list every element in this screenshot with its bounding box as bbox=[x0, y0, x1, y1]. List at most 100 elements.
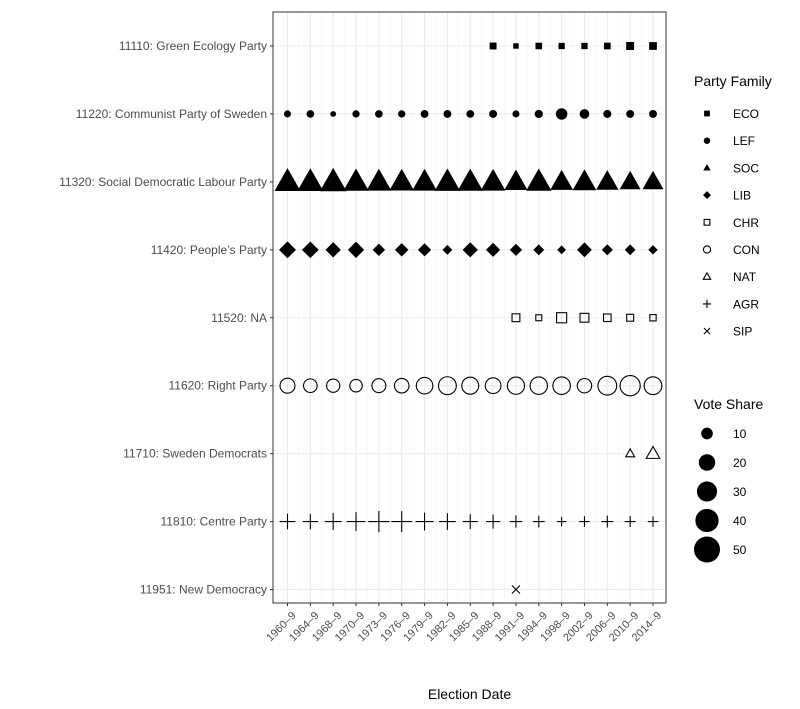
data-point bbox=[556, 516, 567, 527]
y-axis-labels: 11110: Green Ecology Party 11220: Communi… bbox=[59, 39, 273, 597]
legend-size-label: 30 bbox=[733, 485, 747, 499]
data-point bbox=[626, 313, 635, 322]
data-point bbox=[603, 109, 612, 118]
data-point bbox=[462, 514, 478, 530]
data-point bbox=[437, 376, 457, 396]
data-point bbox=[442, 244, 453, 255]
data-point bbox=[624, 447, 636, 458]
data-point bbox=[343, 168, 369, 191]
data-point bbox=[647, 516, 659, 527]
legend-key-nat bbox=[702, 271, 712, 280]
data-point bbox=[649, 109, 657, 118]
data-point bbox=[649, 314, 657, 322]
data-point bbox=[457, 168, 483, 191]
data-point bbox=[572, 169, 597, 191]
y-tick-label: 11620: Right Party bbox=[168, 379, 267, 393]
data-point bbox=[398, 110, 406, 118]
data-point bbox=[346, 512, 366, 531]
data-point bbox=[624, 244, 636, 256]
legend-size-label: 20 bbox=[733, 456, 747, 470]
data-point bbox=[509, 243, 523, 256]
data-point bbox=[602, 313, 612, 323]
data-point bbox=[504, 169, 528, 191]
legend-label: CON bbox=[733, 243, 760, 257]
x-axis-title: Election Date bbox=[428, 686, 511, 702]
data-point bbox=[319, 167, 347, 192]
data-point bbox=[532, 515, 545, 528]
data-point bbox=[601, 244, 613, 256]
legend-size-label: 40 bbox=[733, 514, 747, 528]
y-tick-label: 11110: Green Ecology Party bbox=[119, 39, 267, 53]
data-point bbox=[533, 244, 545, 256]
data-point bbox=[389, 168, 415, 191]
y-tick-label: 11710: Sweden Democrats bbox=[123, 447, 267, 461]
data-point bbox=[626, 42, 635, 50]
legend-key-eco bbox=[704, 110, 710, 117]
data-point bbox=[550, 169, 573, 190]
data-point bbox=[326, 378, 341, 393]
legend-size-key bbox=[701, 427, 713, 440]
data-point bbox=[576, 377, 593, 394]
data-point bbox=[511, 585, 521, 594]
data-point bbox=[325, 242, 341, 258]
data-point bbox=[509, 515, 523, 528]
data-point bbox=[302, 378, 318, 394]
data-point bbox=[302, 513, 319, 530]
data-point bbox=[391, 511, 413, 532]
data-point bbox=[439, 513, 456, 530]
data-point bbox=[535, 314, 543, 322]
data-point bbox=[552, 376, 571, 396]
data-point bbox=[279, 377, 296, 394]
data-point bbox=[579, 312, 590, 323]
legend-vote-share: Vote Share 10 20 30 40 50 bbox=[694, 396, 763, 563]
legend-label: SOC bbox=[733, 161, 759, 175]
data-point bbox=[347, 241, 365, 258]
data-point bbox=[597, 375, 618, 396]
data-point bbox=[489, 42, 497, 50]
data-point bbox=[443, 110, 452, 118]
legend-vote-share-title: Vote Share bbox=[694, 396, 763, 412]
data-point bbox=[619, 375, 641, 397]
data-point bbox=[526, 168, 552, 191]
data-point bbox=[417, 243, 432, 257]
legend-key-agr bbox=[702, 299, 712, 309]
legend-size-label: 10 bbox=[733, 427, 747, 441]
y-tick-label: 11520: NA bbox=[211, 311, 267, 325]
data-point bbox=[349, 378, 363, 393]
data-point bbox=[412, 168, 437, 191]
data-point bbox=[484, 377, 502, 395]
data-point bbox=[596, 170, 619, 190]
data-point bbox=[462, 242, 478, 258]
data-point bbox=[434, 168, 461, 191]
legend-size-key bbox=[695, 508, 719, 533]
y-tick-label: 11951: New Democracy bbox=[140, 583, 267, 597]
data-point bbox=[601, 515, 614, 528]
data-point bbox=[513, 43, 519, 49]
data-point bbox=[581, 42, 588, 50]
data-point bbox=[279, 241, 296, 259]
data-point bbox=[330, 111, 337, 117]
data-point bbox=[603, 42, 611, 50]
data-point bbox=[642, 170, 664, 190]
data-point bbox=[415, 512, 434, 531]
data-point bbox=[394, 243, 409, 257]
legend-key-chr bbox=[703, 218, 711, 226]
data-point bbox=[283, 110, 292, 118]
data-point bbox=[461, 376, 480, 395]
data-point bbox=[368, 510, 390, 533]
y-tick-label: 11320: Social Democratic Labour Party bbox=[59, 175, 267, 189]
data-point bbox=[643, 376, 663, 396]
legend-size-key bbox=[696, 481, 718, 502]
legend-party-family: Party Family ECO LEF SOC LIB CHR CON NAT AGR SIP bbox=[694, 73, 772, 339]
legend-key-lef bbox=[703, 137, 711, 144]
data-point bbox=[297, 168, 324, 191]
legend-party-family-title: Party Family bbox=[694, 73, 772, 89]
legend-size-key bbox=[694, 536, 720, 563]
data-point bbox=[579, 109, 590, 119]
data-point bbox=[485, 514, 501, 529]
data-point bbox=[480, 168, 506, 191]
data-points bbox=[274, 42, 664, 594]
data-point bbox=[577, 242, 592, 258]
data-point bbox=[371, 378, 387, 394]
data-point bbox=[556, 312, 568, 324]
